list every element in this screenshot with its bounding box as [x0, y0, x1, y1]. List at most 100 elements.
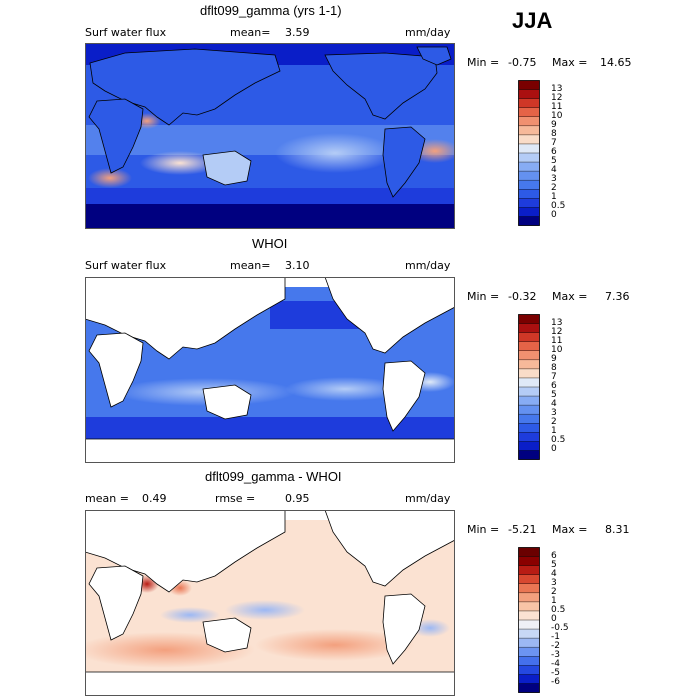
- colorbar-segment: [518, 547, 540, 557]
- panel3-land-antarctica: [85, 671, 455, 696]
- panel2-field-subtropics-pacific: [285, 377, 405, 401]
- colorbar-segment: [518, 450, 540, 460]
- colorbar-tick-label: 12: [551, 92, 563, 103]
- colorbar-segment: [518, 665, 540, 675]
- panel3-rmse-label: rmse =: [215, 492, 256, 505]
- colorbar-tick-label: 6: [551, 147, 557, 157]
- colorbar-tick-label: 2: [551, 586, 557, 597]
- panel1-max-value: 14.65: [600, 56, 632, 69]
- panel3-max-value: 8.31: [605, 523, 630, 536]
- colorbar-segment: [518, 180, 540, 190]
- colorbar-tick-label: -0.5: [551, 623, 569, 634]
- panel2-land-north-america: [324, 277, 455, 354]
- colorbar-tick-label: 8: [551, 128, 557, 139]
- colorbar-tick-label: 4: [551, 568, 557, 579]
- panel1-field-antarctic: [85, 203, 455, 229]
- panel2-max-label: Max =: [552, 290, 588, 303]
- colorbar-segment: [518, 432, 540, 442]
- colorbar-tick-label: 13: [551, 83, 563, 94]
- colorbar-segment: [518, 620, 540, 630]
- panel1-min-label: Min =: [467, 56, 500, 69]
- colorbar-segment: [518, 116, 540, 127]
- panel1-map: [85, 43, 455, 229]
- colorbar-tick-label: 11: [551, 335, 563, 346]
- colorbar-tick-label: 5: [551, 390, 557, 401]
- panel3-map: [85, 510, 455, 696]
- panel3-land-south-america: [382, 593, 426, 665]
- colorbar-segment: [518, 98, 540, 108]
- colorbar-tick-label: 0: [551, 444, 557, 455]
- panel3-min-value: -5.21: [508, 523, 537, 536]
- panel1-units: mm/day: [405, 26, 451, 39]
- panel2-title: WHOI: [252, 236, 288, 251]
- colorbar-segment: [518, 207, 540, 217]
- colorbar-segment: [518, 341, 540, 351]
- panel3-mean-label: mean =: [85, 492, 129, 505]
- panel2-mean-value: 3.10: [285, 259, 310, 272]
- colorbar-tick-label: 5: [551, 156, 557, 167]
- panel3-land-africa: [88, 565, 144, 641]
- panel1-field-southern: [85, 188, 455, 204]
- panel3-land: [85, 510, 455, 696]
- panel3-mean-value: 0.49: [142, 492, 167, 505]
- panel1-min-value: -0.75: [508, 56, 537, 69]
- colorbar-tick-label: 4: [551, 165, 557, 176]
- panel3-colorbar-labels: -6 -5 -4 -3 -2 -1 -0.5 0 0.5 1 2 3 4 5 6: [549, 545, 589, 695]
- colorbar-tick-label: 7: [551, 371, 557, 382]
- colorbar-tick-label: 0.5: [551, 604, 566, 615]
- colorbar-segment: [518, 216, 540, 226]
- panel2-frame: [85, 277, 455, 463]
- panel3-min-label: Min =: [467, 523, 500, 536]
- panel3-land-north-america: [324, 510, 455, 587]
- colorbar-segment: [518, 592, 540, 603]
- colorbar-tick-label: -5: [551, 668, 560, 679]
- colorbar-segment: [518, 565, 540, 575]
- colorbar-tick-label: 12: [551, 326, 563, 337]
- colorbar-segment: [518, 189, 540, 199]
- panel3-title: dflt099_gamma - WHOI: [205, 469, 342, 484]
- panel1-land-eurasia: [89, 48, 281, 126]
- panel1-field-warm-sepac: [88, 168, 132, 188]
- colorbar-tick-label: 11: [551, 101, 563, 112]
- panel2-min-label: Min =: [467, 290, 500, 303]
- panel2-field-south: [85, 417, 455, 439]
- panel1-max-label: Max =: [552, 56, 588, 69]
- panel1-land-south-america: [382, 126, 426, 198]
- panel3-frame: [85, 510, 455, 696]
- colorbar-segment: [518, 441, 540, 451]
- colorbar-segment: [518, 134, 540, 145]
- panel3-max-label: Max =: [552, 523, 588, 536]
- colorbar-segment: [518, 198, 540, 208]
- colorbar-segment: [518, 323, 540, 333]
- colorbar-tick-label: 10: [551, 344, 563, 355]
- colorbar-segment: [518, 359, 540, 370]
- colorbar-tick-label: 3: [551, 408, 557, 419]
- panel2-colorbar-labels: 0 0.5 1 2 3 4 5 6 7 8 9 10 11 12 13: [549, 312, 589, 462]
- colorbar-tick-label: -3: [551, 650, 560, 661]
- colorbar-segment: [518, 647, 540, 657]
- colorbar-tick-label: 9: [551, 353, 557, 364]
- colorbar-segment: [518, 414, 540, 424]
- colorbar-tick-label: 9: [551, 119, 557, 130]
- panel2-variable: Surf water flux: [85, 259, 167, 272]
- colorbar-segment: [518, 143, 540, 154]
- colorbar-tick-label: 2: [551, 417, 557, 428]
- panel2-map: [85, 277, 455, 463]
- panel3-rmse-value: 0.95: [285, 492, 310, 505]
- colorbar-segment: [518, 683, 540, 693]
- colorbar-tick-label: 4: [551, 399, 557, 410]
- colorbar-tick-label: 3: [551, 174, 557, 185]
- colorbar-tick-label: 5: [551, 559, 557, 570]
- season-label: JJA: [512, 8, 553, 33]
- colorbar-segment: [518, 656, 540, 666]
- colorbar-segment: [518, 377, 540, 388]
- panel1-mean-value: 3.59: [285, 26, 310, 39]
- colorbar-tick-label: -1: [551, 632, 560, 643]
- colorbar-tick-label: 1: [551, 426, 557, 437]
- panel2-land: [85, 277, 455, 463]
- panel2-mean-label: mean=: [230, 259, 271, 272]
- colorbar-segment: [518, 314, 540, 324]
- panel1-field-warm-indian: [140, 151, 220, 175]
- colorbar-tick-label: 6: [551, 550, 557, 561]
- panel1-title: dflt099_gamma (yrs 1-1): [200, 3, 342, 18]
